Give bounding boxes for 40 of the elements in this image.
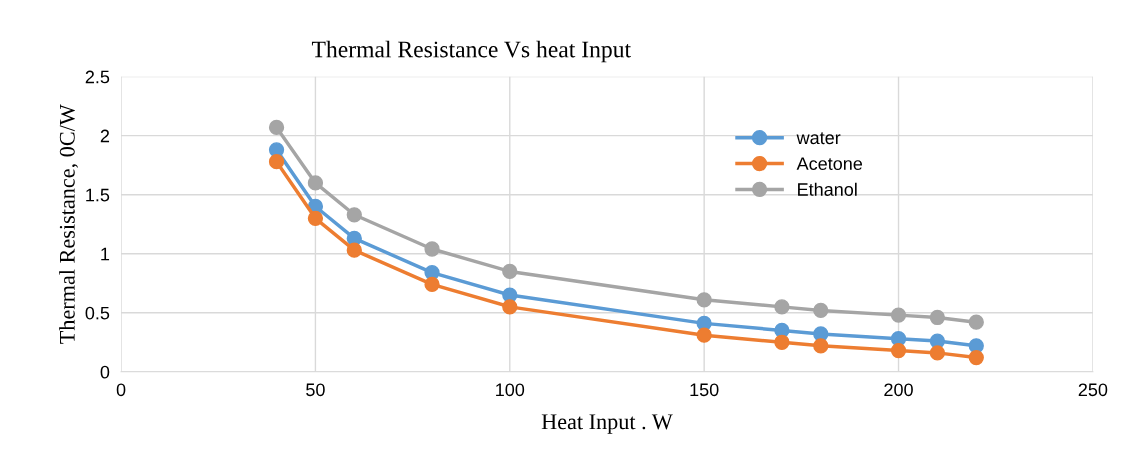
point (307, 210, 324, 226)
y-tick-label: 0 (100, 365, 110, 379)
y-tick-label: 2 (100, 129, 110, 143)
point (346, 207, 362, 223)
legend-label: Ethanol (798, 182, 857, 196)
point (968, 349, 984, 366)
x-axis-title: Heat Input . W (541, 414, 673, 434)
point (424, 276, 440, 293)
x-tick-label: 50 (306, 383, 325, 397)
x-tick-label: 250 (1078, 383, 1108, 397)
point (696, 292, 712, 308)
chart-title: Thermal Resistance Vs heat Input (311, 40, 631, 63)
point (968, 314, 984, 330)
x-tick-label: 200 (884, 383, 913, 397)
point (268, 154, 285, 170)
y-tick-label: 1.5 (86, 188, 110, 202)
point (502, 299, 518, 315)
y-tick-label: 0.5 (85, 306, 110, 320)
legend-label: water (796, 132, 841, 145)
point (774, 299, 790, 315)
point (502, 263, 518, 280)
point (774, 334, 790, 350)
point (813, 338, 829, 354)
y-axis-title: Thermal Resistance, 0C/W (59, 104, 78, 344)
legend-label: Acetone (796, 157, 863, 171)
y-tick-label: 1 (101, 247, 110, 261)
point (929, 345, 946, 361)
point (890, 307, 907, 323)
x-tick-label: 150 (690, 383, 719, 397)
x-tick-label: 100 (496, 383, 525, 397)
point (268, 119, 285, 136)
point (346, 242, 362, 258)
point (307, 175, 324, 191)
x-tick-label: 0 (116, 383, 126, 397)
point (696, 327, 712, 343)
point (813, 302, 829, 319)
point (929, 309, 946, 326)
point (890, 342, 907, 359)
point (424, 241, 440, 257)
y-tick-label: 2.5 (85, 70, 110, 84)
